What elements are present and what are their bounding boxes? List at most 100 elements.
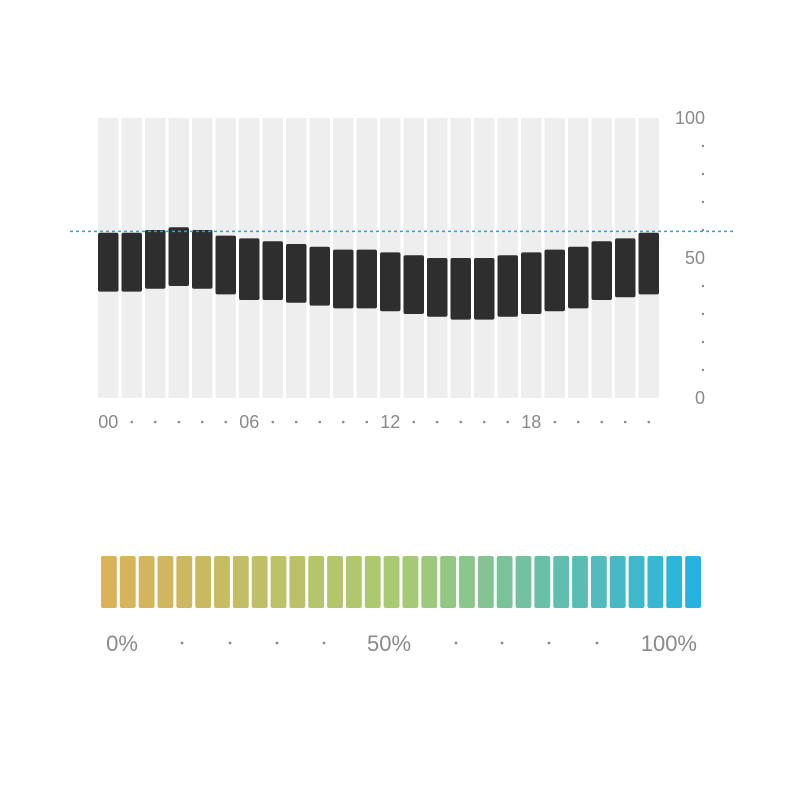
range-bar	[215, 235, 236, 295]
x-tick-dot	[623, 420, 627, 424]
x-tick-dot	[341, 420, 345, 424]
scale-segment	[232, 556, 249, 608]
scale-segment	[157, 556, 174, 608]
range-bar	[333, 249, 354, 309]
scale-tick-dot	[228, 641, 232, 645]
scale-segment	[289, 556, 306, 608]
range-bar	[544, 249, 565, 312]
scale-tick-dot	[454, 641, 458, 645]
scale-segment	[119, 556, 136, 608]
x-tick-dot	[365, 420, 369, 424]
range-bar	[192, 230, 213, 289]
scale-tick-dot	[595, 641, 599, 645]
scale-segment	[383, 556, 400, 608]
scale-segment	[534, 556, 551, 608]
range-bar	[121, 232, 142, 292]
x-tick-dot	[177, 420, 181, 424]
scale-tick-dot	[322, 641, 326, 645]
scale-segment	[308, 556, 325, 608]
range-bar	[286, 244, 307, 303]
x-tick-dot	[482, 420, 486, 424]
scale-segment	[572, 556, 588, 608]
x-tick-dot	[459, 420, 463, 424]
scale-segment	[628, 556, 645, 608]
y-tick-label: 0	[695, 388, 705, 408]
scale-segment	[251, 556, 268, 608]
scale-segment	[459, 556, 475, 608]
range-bar	[497, 255, 518, 317]
x-tick-dot	[435, 420, 439, 424]
range-bar	[239, 238, 260, 300]
color-scale	[101, 556, 701, 608]
scale-segment	[477, 556, 494, 608]
x-tick-label: 18	[521, 412, 541, 432]
scale-segment	[364, 556, 381, 608]
range-bar	[591, 241, 612, 300]
y-tick-dot	[701, 172, 705, 176]
range-bar	[450, 258, 471, 320]
x-tick-dot	[412, 420, 416, 424]
y-tick-label: 50	[685, 248, 705, 268]
x-tick-dot	[271, 420, 275, 424]
scale-tick-dot	[275, 641, 279, 645]
scale-segment	[270, 556, 287, 608]
x-tick-dot	[294, 420, 298, 424]
scale-tick-dot	[180, 641, 184, 645]
x-tick-dot	[506, 420, 510, 424]
scale-segment	[101, 556, 117, 608]
scale-tick-label: 50%	[367, 631, 411, 656]
scale-segment	[496, 556, 513, 608]
range-bar	[568, 246, 589, 309]
scale-tick-dot	[547, 641, 551, 645]
y-tick-dot	[701, 228, 705, 232]
y-tick-dot	[701, 200, 705, 204]
range-bar	[521, 252, 542, 314]
scale-segment	[402, 556, 419, 608]
range-bar	[380, 252, 401, 312]
x-tick-label: 12	[380, 412, 400, 432]
y-tick-label: 100	[675, 108, 705, 128]
scale-segment	[138, 556, 155, 608]
range-bar	[262, 241, 283, 300]
scale-segment	[327, 556, 343, 608]
range-bar	[98, 232, 119, 292]
y-tick-dot	[701, 340, 705, 344]
scale-segment	[590, 556, 607, 608]
scale-segment	[345, 556, 362, 608]
scale-segment	[666, 556, 683, 608]
x-tick-dot	[318, 420, 322, 424]
scale-tick-label: 100%	[641, 631, 697, 656]
range-bar	[403, 255, 424, 314]
range-bar	[474, 258, 495, 320]
scale-segment	[421, 556, 438, 608]
scale-segment	[214, 556, 230, 608]
range-bar	[615, 238, 636, 298]
range-bar	[145, 230, 166, 289]
scale-segment	[553, 556, 570, 608]
scale-segment	[685, 556, 701, 608]
range-bar	[356, 249, 377, 309]
x-tick-dot	[224, 420, 228, 424]
y-tick-dot	[701, 312, 705, 316]
scale-segment	[609, 556, 626, 608]
x-tick-dot	[200, 420, 204, 424]
scale-segment	[195, 556, 212, 608]
scale-segment	[515, 556, 532, 608]
x-tick-dot	[130, 420, 134, 424]
range-bar	[638, 232, 659, 295]
range-bar	[427, 258, 448, 317]
x-tick-label: 00	[98, 412, 118, 432]
range-bar	[309, 246, 330, 306]
x-tick-dot	[600, 420, 604, 424]
scale-tick-dot	[500, 641, 504, 645]
y-tick-dot	[701, 144, 705, 148]
scale-segment	[176, 556, 193, 608]
scale-tick-label: 0%	[106, 631, 138, 656]
range-bar	[168, 227, 189, 286]
y-tick-dot	[701, 284, 705, 288]
x-tick-dot	[576, 420, 580, 424]
range-bars	[98, 227, 659, 320]
x-tick-dot	[153, 420, 157, 424]
x-tick-dot	[647, 420, 651, 424]
